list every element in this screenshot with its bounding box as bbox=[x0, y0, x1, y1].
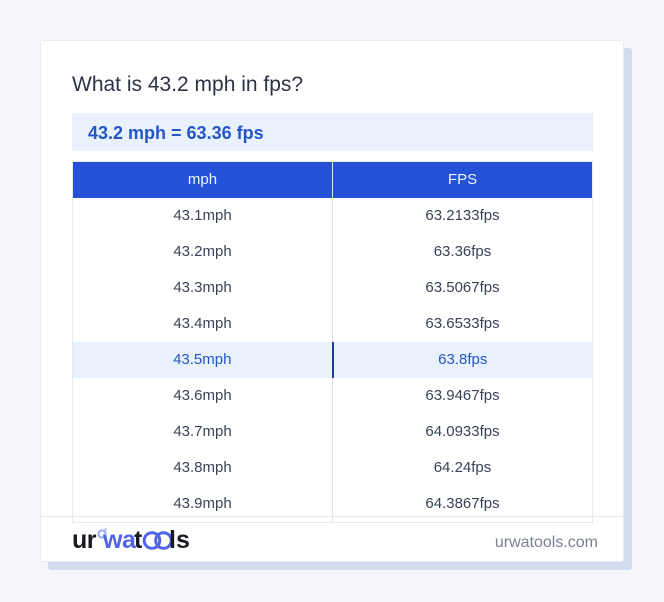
svg-text:wa: wa bbox=[102, 526, 137, 554]
svg-text:ls: ls bbox=[169, 526, 190, 554]
svg-text:t: t bbox=[134, 526, 143, 554]
svg-text:ur: ur bbox=[72, 526, 97, 554]
